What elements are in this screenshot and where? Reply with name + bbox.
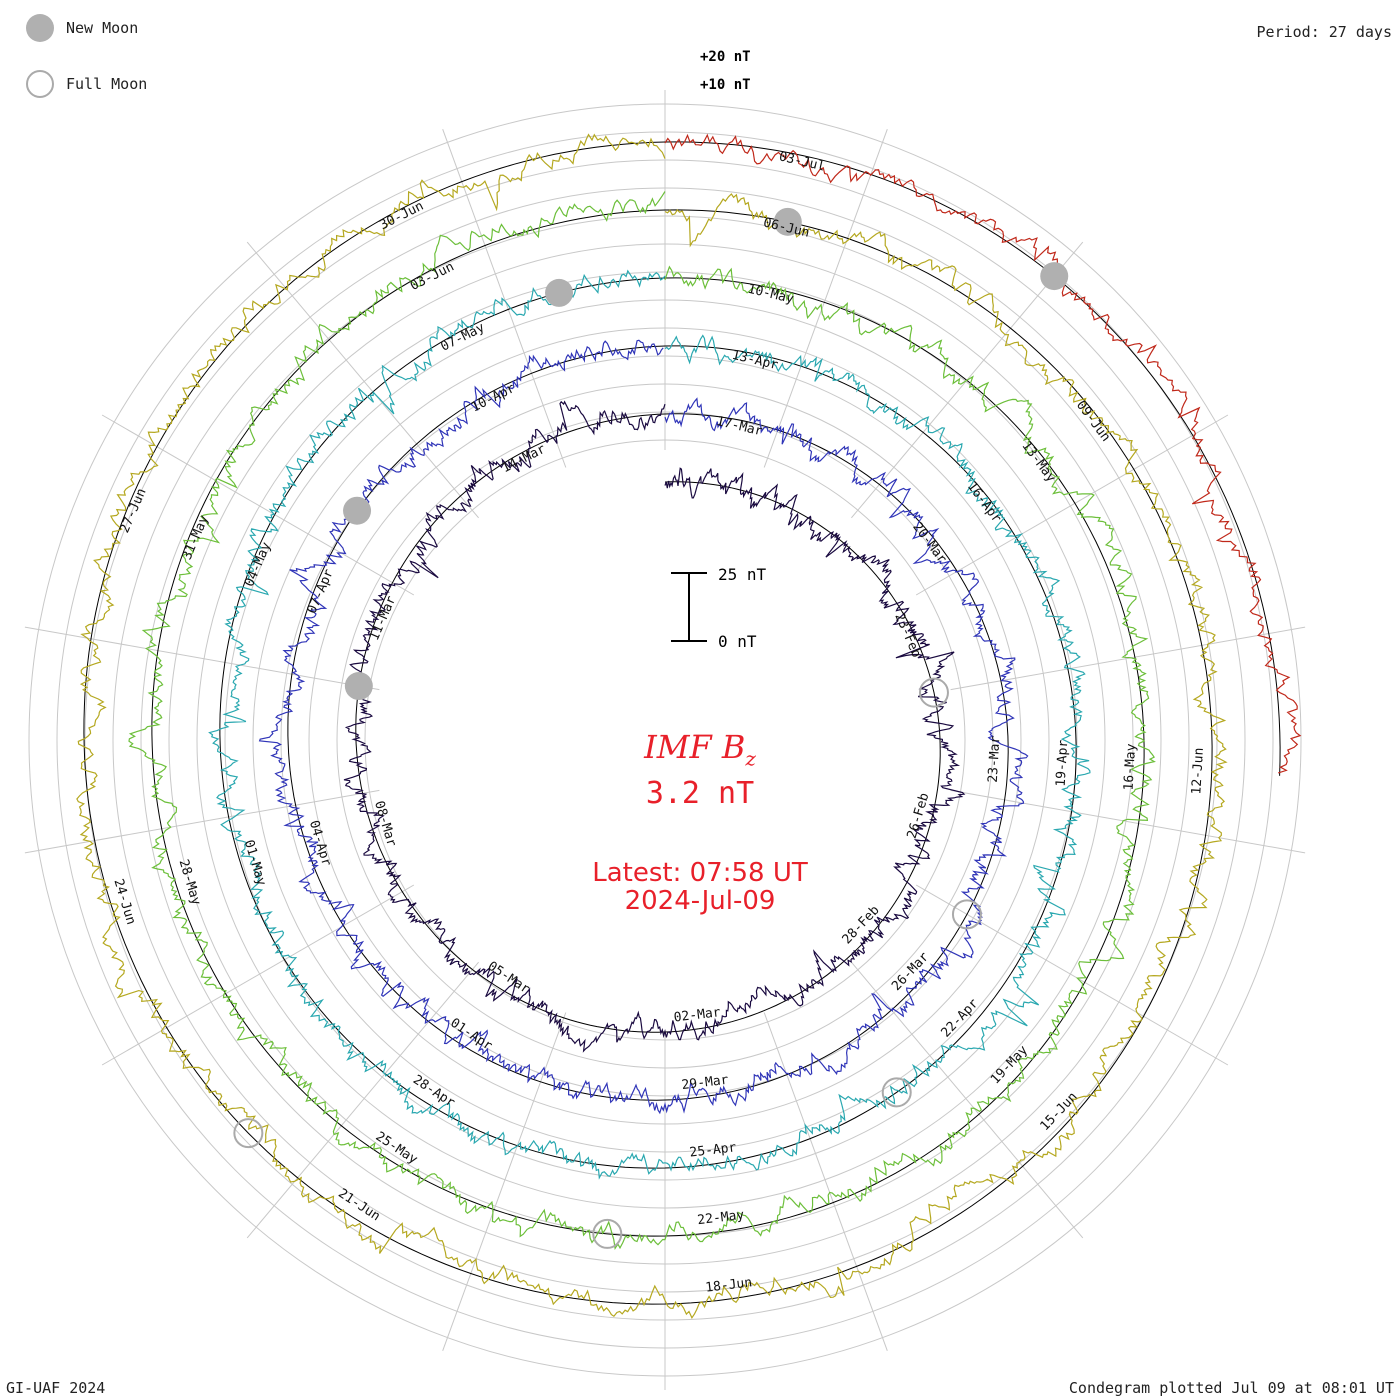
ring-scale-labels: +20 nT +10 nT [700,49,751,93]
current-value: 3.2 nT [645,776,755,811]
series-turn-3 [208,269,1091,1180]
grid-spoke [915,884,1229,1066]
date-label: 30-Jun [377,199,426,234]
full-moon-marker [881,1077,912,1108]
footer-plot-time: Condegram plotted Jul 09 at 08:01 UT [1068,1379,1394,1397]
chart-title: IMF Bz [0,728,1400,770]
new-moon-icon [26,14,54,42]
date-label: 22-May [697,1208,746,1228]
full-moon-marker [592,1218,623,1249]
series-turn-2 [258,339,1029,1115]
legend-full-moon-label: Full Moon [66,75,148,93]
date-label: 16-May [1121,743,1139,791]
full-moon-marker [951,899,982,930]
date-label: 14-Mar [500,442,549,477]
new-moon-marker [1040,262,1069,291]
scale-bar: 25 nT 0 nT [671,565,767,651]
legend-new-moon: New Moon [26,14,138,42]
date-label: 12-Jun [1189,747,1207,795]
series-lines [76,133,1302,1320]
date-label: 04-May [242,540,274,589]
full-moon-marker [233,1118,264,1149]
date-label: 19-Apr [1054,739,1072,787]
date-label: 16-Apr [964,479,1004,526]
date-label: 20-Mar [909,520,949,567]
grid-spoke [915,414,1229,596]
date-label: 13-May [1018,439,1058,486]
grid-spoke [246,961,479,1239]
ring-scale-label-10: +10 nT [700,77,751,93]
date-label: 17-Mar [715,414,764,439]
date-label: 25-Apr [689,1140,738,1160]
legend-new-moon-label: New Moon [66,19,139,37]
footer-credit: GI-UAF 2024 [6,1379,106,1397]
grid-spoke [246,241,479,519]
date-label: 02-Mar [673,1005,722,1025]
date-label: 10-Apr [469,381,518,416]
grid-spoke [101,884,415,1066]
series-turn-1 [343,400,966,1053]
grid-spokes [24,90,1306,1390]
legend-full-moon: Full Moon [26,70,147,98]
latest-time: Latest: 07:58 UT [592,858,808,888]
scale-bar-top-label: 25 nT [718,565,767,584]
zero-ring [83,141,1281,1305]
date-label: 11-Mar [367,594,399,643]
chart-title-main: IMF B [644,728,746,766]
grid-spoke [763,1012,888,1351]
date-label: 19-May [988,1043,1031,1088]
scale-bar-bottom-label: 0 nT [718,632,757,651]
zero-baseline [83,141,1281,1305]
grid-spoke [950,789,1306,854]
latest-date: 2024-Jul-09 [624,886,776,916]
chart-title-sub: z [745,746,756,771]
date-label: 23-Feb [891,611,923,660]
series-turn-5 [76,133,1228,1320]
series-turn-6 [664,133,1302,774]
grid-spoke [950,626,1306,691]
ring-scale-label-20: +20 nT [700,49,751,65]
date-label: 18-Jun [705,1275,753,1295]
grid-spoke [763,129,888,468]
grid-spoke [24,789,380,854]
date-label: 10-May [746,282,795,307]
date-label: 31-May [180,513,212,562]
date-label: 03-Jul [777,149,826,174]
new-moon-marker [344,672,373,701]
date-label: 15-Jun [1037,1090,1080,1134]
grid-spoke [851,961,1084,1239]
date-label: 01-Apr [447,1016,495,1054]
date-label: 03-Jun [408,259,457,294]
series-turn-4 [128,191,1156,1251]
full-moon-icon [26,70,54,98]
new-moon-marker [773,207,802,236]
moon-marks [233,207,1069,1249]
new-moon-marker [343,496,372,525]
new-moon-marker [545,278,574,307]
date-label: 27-Jun [117,486,149,535]
date-label: 29-Mar [681,1073,730,1093]
date-label: 26-Mar [889,949,932,994]
grid-spoke [442,1012,567,1351]
grid-spoke [24,626,380,691]
grid-spoke [442,129,567,468]
date-label: 21-Jun [335,1186,382,1224]
date-label: 23-Mar [986,735,1004,783]
full-moon-marker [918,677,949,708]
period-label: Period: 27 days [1256,23,1392,41]
